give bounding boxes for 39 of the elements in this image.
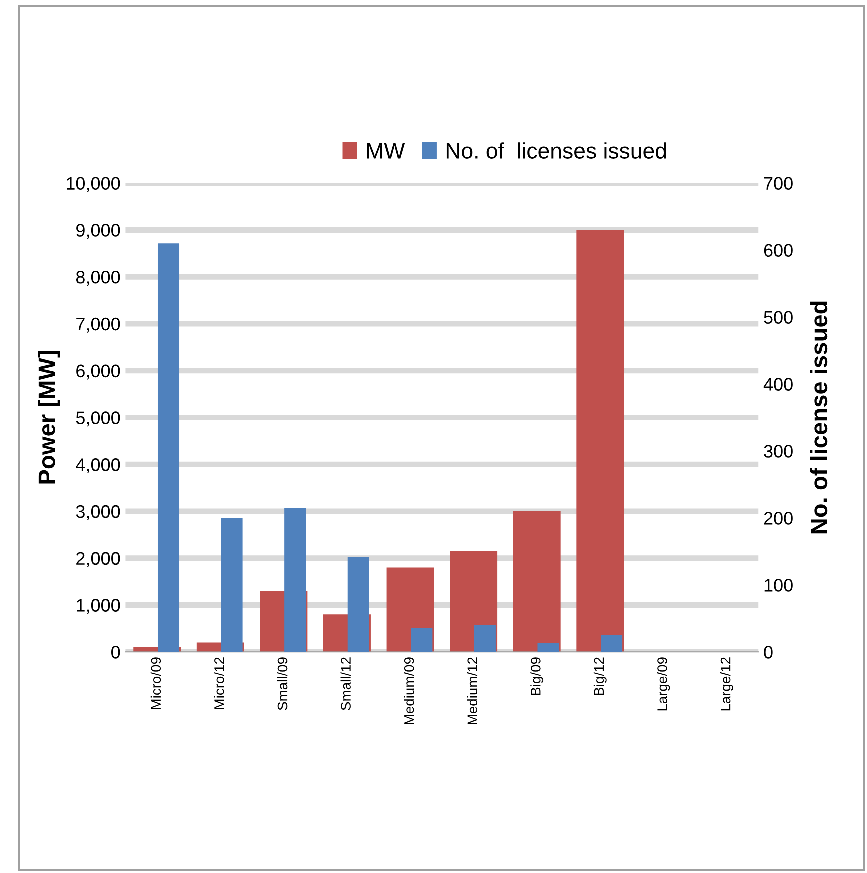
y-tick-label: 2,000	[76, 552, 120, 568]
bar	[538, 643, 560, 652]
y-tick-label: 7,000	[76, 318, 120, 333]
y-tick-label: 3,000	[76, 505, 120, 520]
y2-axis-title: No. of license issued	[810, 302, 828, 534]
y2-tick-label: 500	[764, 311, 793, 324]
x-tick-label: Medium/12	[467, 658, 478, 725]
bar	[576, 230, 624, 652]
x-tick-label: Big/12	[594, 658, 607, 696]
y-tick-label: 10,000	[67, 177, 120, 192]
legend-label: MW	[367, 143, 406, 159]
x-tick-label: Big/09	[530, 658, 544, 696]
x-tick-label: Micro/12	[214, 658, 224, 710]
y-tick-label: 1,000	[77, 599, 120, 614]
y2-tick-label: 0	[764, 646, 773, 659]
bar	[513, 511, 561, 652]
x-tick-label: Micro/09	[150, 658, 162, 710]
legend-label: No. of licenses issued	[446, 142, 666, 159]
y2-tick-label: 300	[764, 445, 793, 458]
y-tick-label: 5,000	[76, 412, 120, 427]
y-tick-label: 4,000	[76, 458, 120, 474]
y2-tick-label: 200	[764, 512, 793, 525]
y2-tick-label: 600	[764, 244, 793, 258]
y2-tick-label: 100	[764, 579, 793, 592]
x-tick-label: Small/12	[340, 658, 351, 710]
bar	[474, 625, 496, 652]
y2-tick-label: 400	[764, 378, 793, 391]
y-axis-title: Power [MW]	[38, 352, 60, 484]
x-tick-label: Small/09	[277, 658, 288, 710]
x-tick-label: Large/09	[657, 658, 670, 711]
bar	[411, 628, 433, 652]
y2-tick-label: 700	[764, 177, 793, 190]
y-tick-label: 8,000	[76, 271, 120, 286]
y-tick-label: 6,000	[76, 364, 120, 380]
x-tick-label: Large/12	[720, 658, 734, 711]
bar	[601, 635, 623, 652]
y-tick-label: 9,000	[76, 224, 120, 240]
x-tick-label: Medium/09	[404, 658, 414, 725]
y-tick-label: 0	[112, 646, 120, 659]
